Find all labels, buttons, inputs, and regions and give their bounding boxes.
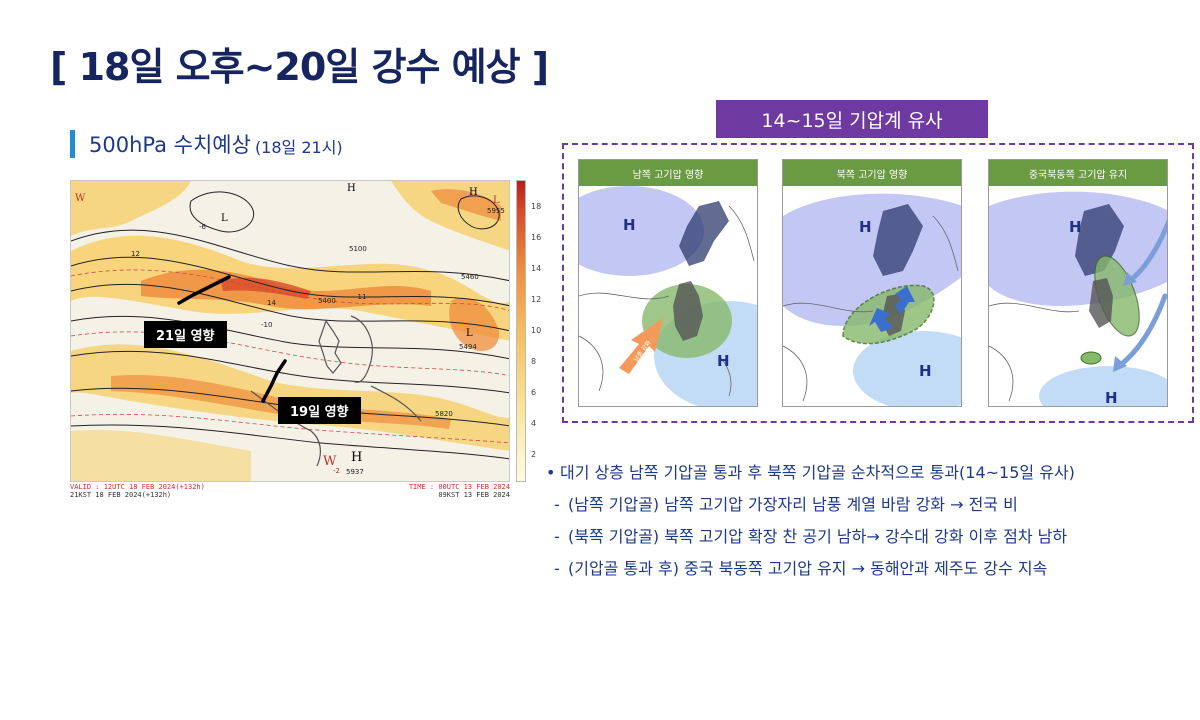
panel-h-label: H [1069, 218, 1082, 236]
map-label-l-right: L [466, 328, 473, 339]
sub-bullet-text: (남쪽 기압골) 남쪽 고기압 가장자리 남풍 계열 바람 강화 → 전국 비 [568, 495, 1018, 514]
panel-map: H H 남풍 강화 [579, 186, 757, 406]
heading-note: (18일 21시) [254, 137, 343, 157]
sub-bullet-text: (기압골 통과 후) 중국 북동쪽 고기압 유지 → 동해안과 제주도 강수 지… [568, 559, 1048, 578]
temp-m2: -2 [333, 467, 340, 475]
panel-map: H H [989, 191, 1167, 407]
footer-valid-kst: 21KST 18 FEB 2024(+132h) [70, 491, 172, 499]
contour-5100: 5100 [349, 245, 367, 253]
map-label-h-top: H [347, 183, 356, 194]
panel-header: 남쪽 고기압 영향 [579, 160, 757, 186]
panel-h-label: H [1105, 389, 1118, 407]
colorbar-tick: 12 [531, 295, 542, 304]
map-label-l-top: L [221, 213, 228, 224]
sub-bullet: - (북쪽 기압골) 북쪽 고기압 확장 찬 공기 남하→ 강수대 강화 이후 점… [546, 524, 1196, 550]
wind-colorbar [516, 180, 526, 482]
tag-day21-impact: 21일 영향 [144, 321, 227, 348]
temp-m11: -11 [355, 293, 366, 301]
temp-m10: -10 [261, 321, 272, 329]
contour-5494: 5494 [459, 343, 477, 351]
dash-icon: - [554, 527, 560, 546]
panel-h-label: H [919, 362, 932, 380]
map-label-l-top-right: L [493, 195, 500, 206]
main-bullet: • 대기 상층 남쪽 기압골 통과 후 북쪽 기압골 순차적으로 통과(14~15… [546, 460, 1196, 486]
temp-m6: -6 [199, 223, 207, 231]
map-label-w-top-left: W [75, 193, 86, 204]
analog-frame [562, 143, 1194, 423]
map-label-h-top-right: H [469, 187, 478, 198]
footer-valid-utc: VALID : 12UTC 18 FEB 2024(+132h) [70, 483, 205, 491]
temp-12: 12 [131, 250, 140, 258]
model-map-graphic: W L H H L L W H 5937 5100 5400 5460 5820… [71, 181, 509, 481]
page-title: [ 18일 오후~20일 강수 예상 ] [50, 45, 549, 89]
colorbar-tick: 10 [531, 326, 542, 335]
panel-map: H H [783, 193, 961, 406]
analog-panel-north-high: 북쪽 고기압 영향 H H [782, 159, 962, 407]
panel-h-label: H [623, 216, 636, 234]
analog-panel-south-high: 남쪽 고기압 영향 H H 남풍 강화 [578, 159, 758, 407]
footer-time-utc: TIME : 00UTC 13 FEB 2024 [408, 483, 510, 491]
contour-5460: 5460 [461, 273, 479, 281]
heading-accent-bar [70, 130, 75, 158]
bullet-dot-icon: • [546, 463, 556, 482]
tag-day19-impact: 19일 영향 [278, 397, 361, 424]
colorbar-tick: 2 [531, 450, 537, 459]
section-heading: 500hPa 수치예상 (18일 21시) [70, 130, 343, 158]
sub-bullet-text: (북쪽 기압골) 북쪽 고기압 확장 찬 공기 남하→ 강수대 강화 이후 점차… [568, 527, 1068, 546]
analog-title: 14~15일 기압계 유사 [716, 100, 988, 138]
colorbar-tick: 18 [531, 202, 542, 211]
temp-14: 14 [267, 299, 276, 307]
map-label-h-bottom-value: 5937 [346, 468, 364, 476]
main-bullet-text: 대기 상층 남쪽 기압골 통과 후 북쪽 기압골 순차적으로 통과(14~15일… [560, 463, 1075, 482]
panel-h-label: H [717, 352, 730, 370]
contour-5400: 5400 [318, 297, 336, 305]
sub-bullet: - (남쪽 기압골) 남쪽 고기압 가장자리 남풍 계열 바람 강화 → 전국 비 [546, 492, 1196, 518]
summary-bullets: • 대기 상층 남쪽 기압골 통과 후 북쪽 기압골 순차적으로 통과(14~15… [546, 460, 1196, 582]
panel-header: 북쪽 고기압 영향 [783, 160, 961, 186]
model-forecast-map: W L H H L L W H 5937 5100 5400 5460 5820… [70, 180, 510, 482]
footer-time-kst: 09KST 13 FEB 2024 [438, 491, 510, 499]
dash-icon: - [554, 495, 560, 514]
colorbar-tick: 4 [531, 419, 537, 428]
colorbar-tick: 16 [531, 233, 542, 242]
colorbar-tick: 6 [531, 388, 537, 397]
analog-panel-northeast-china-high: 중국북동쪽 고기압 유지 H H [988, 159, 1168, 407]
map-label-w-bottom: W [323, 454, 337, 469]
dash-icon: - [554, 559, 560, 578]
contour-5820: 5820 [435, 410, 453, 418]
panel-header: 중국북동쪽 고기압 유지 [989, 160, 1167, 186]
panel-h-label: H [859, 218, 872, 236]
map-label-h-bottom: H [351, 450, 362, 465]
sub-bullet: - (기압골 통과 후) 중국 북동쪽 고기압 유지 → 동해안과 제주도 강수 … [546, 556, 1196, 582]
colorbar-tick: 14 [531, 264, 542, 273]
colorbar-tick: 8 [531, 357, 537, 366]
contour-5955: 5955 [487, 207, 505, 215]
model-map-footer: VALID : 12UTC 18 FEB 2024(+132h) 21KST 1… [70, 483, 510, 501]
heading-text: 500hPa 수치예상 [89, 133, 251, 157]
